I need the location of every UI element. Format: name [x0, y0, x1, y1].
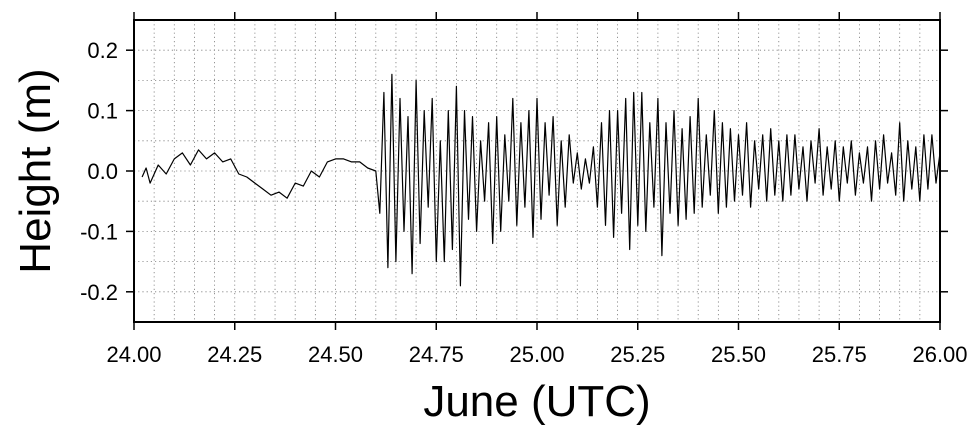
y-tick-labels: 0.2 0.1 0.0 -0.1 -0.2 — [80, 38, 118, 305]
y-tick-label: 0.1 — [87, 99, 118, 124]
ticks — [126, 12, 948, 330]
x-tick-label: 26.00 — [912, 342, 967, 367]
y-tick-label: -0.1 — [80, 219, 118, 244]
x-axis-title: June (UTC) — [423, 377, 650, 426]
x-tick-labels: 24.00 24.25 24.50 24.75 25.00 25.25 25.50 25.75… — [106, 342, 967, 367]
y-tick-label: 0.0 — [87, 159, 118, 184]
x-tick-label: 24.00 — [106, 342, 161, 367]
grid — [133, 19, 941, 323]
x-tick-label: 25.00 — [509, 342, 564, 367]
x-tick-label: 24.50 — [308, 342, 363, 367]
x-tick-label: 24.25 — [207, 342, 262, 367]
y-tick-label: 0.2 — [87, 38, 118, 63]
x-tick-label: 24.75 — [409, 342, 464, 367]
x-tick-label: 25.50 — [711, 342, 766, 367]
y-axis-title: Height (m) — [11, 68, 60, 273]
series-line-1 — [141, 73, 941, 287]
y-tick-label: -0.2 — [80, 280, 118, 305]
x-tick-label: 25.25 — [610, 342, 665, 367]
x-tick-label: 25.75 — [812, 342, 867, 367]
series-group — [141, 73, 941, 287]
